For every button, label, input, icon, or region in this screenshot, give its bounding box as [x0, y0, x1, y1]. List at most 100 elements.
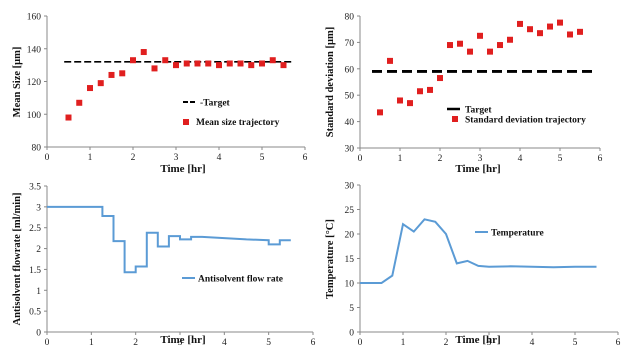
data-point	[162, 57, 169, 64]
x-tick-label: 0	[45, 338, 50, 347]
y-tick-label: 30	[345, 182, 355, 192]
data-point	[216, 62, 222, 69]
legend-antisolvent-label: Antisolvent flow rate	[198, 275, 283, 285]
data-point	[557, 19, 563, 26]
x-tick-label: 2	[444, 338, 449, 347]
data-point	[97, 80, 104, 87]
data-point	[140, 49, 147, 56]
data-point	[467, 48, 473, 55]
chart-temperature-marks	[360, 218, 597, 284]
y-tick-label: 2	[36, 245, 41, 255]
y-tick-label: 50	[345, 92, 355, 102]
y-tick-label: 160	[27, 13, 42, 23]
y-tick-label: 30	[345, 145, 355, 155]
data-point	[577, 28, 583, 35]
chart-temperature-axes: 0 1 2 3 4 5 6 0 5 10 15 20 25 30	[345, 182, 621, 347]
legend-mean-size-label: Mean size trajectory	[196, 118, 280, 128]
data-point	[119, 70, 126, 77]
y-tick-label: 20	[345, 231, 355, 241]
x-tick-label: 3	[174, 153, 179, 163]
x-tick-label: 5	[266, 338, 271, 347]
data-point	[237, 60, 244, 67]
chart-mean-size: 0 1 2 3 4 5 6 80 100 120 140 160 Time [hr] Mean Siz…	[12, 13, 308, 176]
x-tick-label: 6	[311, 338, 316, 347]
x-tick-label: 5	[260, 153, 265, 163]
x-tick-label: 2	[133, 338, 138, 347]
data-point	[108, 71, 115, 78]
data-point	[387, 57, 393, 64]
data-point	[65, 114, 72, 121]
chart-std-dev-marks	[372, 19, 596, 116]
y-tick-label: 3	[36, 203, 41, 213]
x-tick-label: 5	[558, 154, 563, 164]
y-tick-label: 0	[36, 329, 41, 339]
data-point	[427, 86, 433, 93]
legend-std-label: Standard deviation trajectory	[465, 116, 586, 126]
data-point	[280, 62, 287, 69]
series-line	[360, 218, 597, 284]
legend-target-label: -Target	[200, 99, 231, 109]
data-point	[397, 97, 403, 104]
y-tick-label: 80	[32, 144, 42, 154]
y-tick-label: 1	[36, 287, 41, 297]
y-tick-label: 70	[345, 39, 355, 49]
chart-std-dev-axes: 0 1 2 3 4 5 6 30 40 50 60 70 80	[345, 13, 603, 165]
y-tick-label: 80	[345, 13, 355, 23]
data-point	[76, 99, 83, 106]
data-point	[437, 75, 443, 82]
chart-temperature-x-title: Time [hr]	[455, 334, 500, 346]
data-point	[497, 42, 503, 49]
chart-mean-size-axes: 0 1 2 3 4 5 6 80 100 120 140 160	[27, 13, 308, 164]
data-point	[259, 60, 265, 67]
data-point	[517, 20, 523, 27]
chart-antisolvent-y-title: Antisolvent flowrate [ml/min]	[12, 193, 23, 326]
x-tick-label: 4	[222, 338, 227, 347]
chart-temperature-y-title: Temperature [°C]	[325, 219, 336, 299]
chart-antisolvent-axes: 0 1 2 3 4 5 6 0 0.5 1 1.5 2 2.5 3 3.5	[29, 183, 316, 347]
chart-std-dev: 0 1 2 3 4 5 6 30 40 50 60 70 80 Time [hr] Standard d…	[325, 13, 603, 176]
chart-antisolvent: 0 1 2 3 4 5 6 0 0.5 1 1.5 2 2.5 3 3.5 Time [hr] Antiso…	[12, 183, 316, 347]
legend-std-marker	[452, 116, 458, 122]
chart-antisolvent-x-title: Time [hr]	[160, 334, 205, 346]
x-tick-label: 6	[598, 154, 603, 164]
y-tick-label: 1.5	[29, 266, 41, 276]
data-point	[248, 62, 255, 69]
data-point	[457, 40, 463, 47]
x-tick-label: 1	[88, 153, 93, 163]
y-tick-label: 60	[345, 65, 355, 75]
y-tick-label: 25	[345, 206, 355, 216]
x-tick-label: 3	[178, 338, 183, 347]
y-tick-label: 100	[27, 111, 42, 121]
y-tick-label: 120	[27, 78, 42, 88]
x-tick-label: 6	[616, 338, 621, 347]
y-tick-label: 0	[349, 329, 354, 339]
data-point	[487, 48, 493, 55]
data-point	[183, 60, 190, 67]
data-point	[407, 100, 413, 107]
x-tick-label: 4	[217, 153, 222, 163]
data-point	[547, 23, 553, 30]
legend-std-target-label: Target	[465, 106, 492, 116]
y-tick-label: 2.5	[29, 224, 41, 234]
data-point	[527, 26, 533, 33]
data-point	[417, 88, 423, 95]
x-tick-label: 0	[358, 338, 363, 347]
data-point	[226, 60, 233, 67]
data-point	[151, 65, 158, 72]
data-point	[87, 85, 93, 92]
data-point	[477, 32, 483, 39]
x-tick-label: 3	[478, 154, 483, 164]
y-tick-label: 0.5	[29, 308, 41, 318]
x-tick-label: 5	[573, 338, 578, 347]
data-point	[447, 42, 453, 49]
y-tick-label: 40	[345, 118, 355, 128]
chart-mean-size-marks	[64, 49, 293, 121]
y-tick-label: 15	[345, 255, 355, 265]
x-tick-label: 0	[45, 153, 50, 163]
x-tick-label: 1	[398, 154, 403, 164]
chart-std-dev-y-title: Standard deviation [μm]	[325, 27, 336, 137]
x-tick-label: 1	[89, 338, 94, 347]
legend-temperature-label: Temperature	[491, 229, 544, 239]
x-tick-label: 4	[530, 338, 535, 347]
